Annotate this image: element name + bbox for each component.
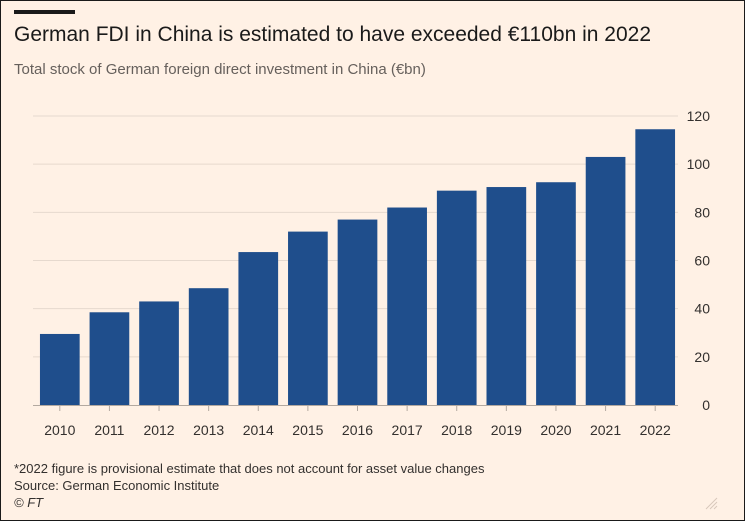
x-tick-label: 2021 — [590, 422, 621, 438]
footnote-text: *2022 figure is provisional estimate tha… — [14, 461, 485, 476]
y-tick-label: 120 — [687, 108, 711, 124]
chart-subtitle: Total stock of German foreign direct inv… — [14, 61, 426, 78]
bar — [387, 207, 427, 405]
resize-handle-icon — [705, 497, 718, 510]
x-tick-label: 2020 — [540, 422, 571, 438]
x-tick-label: 2017 — [392, 422, 423, 438]
ft-top-rule — [14, 10, 75, 14]
bar — [585, 156, 626, 405]
bar — [337, 219, 378, 405]
y-tick-label: 20 — [694, 349, 710, 365]
x-tick-label: 2011 — [94, 422, 124, 438]
bar — [536, 182, 576, 405]
bar — [238, 252, 279, 405]
x-tick-label: 2015 — [292, 422, 323, 438]
bar — [635, 129, 676, 405]
bar — [188, 288, 229, 405]
x-tick-label: 2010 — [44, 422, 75, 438]
footnote-block: *2022 figure is provisional estimate tha… — [14, 460, 484, 511]
bar — [89, 312, 130, 405]
y-tick-label: 40 — [694, 301, 710, 317]
bar-chart: 0 20 40 60 80 100 120 2010 2011 2012 2013 2014 2015 2… — [33, 108, 711, 438]
y-tick-label: 80 — [694, 204, 710, 220]
x-tick-label: 2019 — [491, 422, 522, 438]
bar — [39, 333, 80, 405]
bar — [436, 190, 477, 405]
bar — [288, 231, 328, 405]
chart-title: German FDI in China is estimated to have… — [14, 23, 651, 46]
x-tick-label: 2013 — [193, 422, 224, 438]
x-tick-label: 2014 — [243, 422, 274, 438]
x-tick-label: 2016 — [342, 422, 373, 438]
bar — [486, 187, 527, 405]
source-text: Source: German Economic Institute — [14, 478, 220, 493]
x-tick-label: 2012 — [143, 422, 174, 438]
y-tick-label: 0 — [702, 397, 710, 413]
y-tick-label: 60 — [694, 253, 710, 269]
credit-text: © FT — [14, 495, 44, 510]
x-tick-label: 2022 — [640, 422, 671, 438]
x-tick-label: 2018 — [441, 422, 472, 438]
bar — [139, 301, 179, 405]
y-tick-label: 100 — [687, 156, 711, 172]
